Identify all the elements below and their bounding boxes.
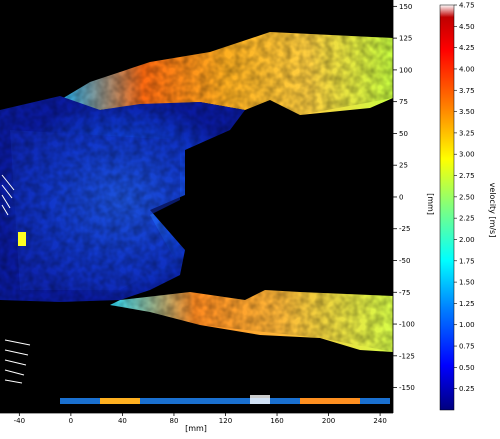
colorbar-tick-label: 1.25	[459, 300, 475, 308]
y-axis: 150 125 100 75 50 25 0 -25 -50 -75 -100 -125 -150	[393, 0, 415, 413]
colorbar-tick-label: 1.00	[459, 321, 475, 329]
y-tick-label: 25	[399, 162, 408, 170]
colorbar-tick-label: 1.75	[459, 257, 475, 265]
x-tick-label: 160	[270, 417, 283, 425]
x-axis-label: [mm]	[185, 424, 207, 433]
colorbar-tick-label: 0.75	[459, 343, 475, 351]
colorbar-tick-label: 3.50	[459, 108, 475, 116]
colorbar-ticks: 0.25 0.50 0.75 1.00 1.25 1.50 1.75 2.00 2.25 2.50…	[454, 2, 475, 394]
colorbar-tick-label: 0.50	[459, 364, 475, 372]
y-tick-label: 100	[399, 66, 412, 74]
colorbar-gradient	[440, 5, 454, 410]
colorbar-tick-label: 4.50	[459, 23, 475, 31]
colorbar-tick-label: 2.50	[459, 193, 475, 201]
colorbar-tick-label: 0.25	[459, 385, 475, 393]
y-tick-label: -75	[399, 289, 410, 297]
colorbar-label: velocity [m/s]	[488, 183, 497, 238]
colorbar-tick-label: 2.00	[459, 236, 475, 244]
colorbar-tick-label: 3.75	[459, 87, 475, 95]
colorbar-tick-label: 1.50	[459, 279, 475, 287]
y-tick-label: 50	[399, 130, 408, 138]
y-tick-label: 125	[399, 35, 412, 43]
y-tick-label: -25	[399, 225, 410, 233]
colorbar-tick-label: 4.25	[459, 44, 475, 52]
colorbar-tick-label: 4.75	[459, 2, 475, 10]
y-tick-label: -100	[399, 321, 415, 329]
colorbar-tick-label: 3.25	[459, 129, 475, 137]
x-tick-label: 80	[169, 417, 178, 425]
y-axis-label: [mm]	[426, 193, 435, 215]
x-tick-label: 40	[118, 417, 127, 425]
y-tick-label: 0	[399, 193, 403, 201]
x-tick-label: 240	[373, 417, 386, 425]
y-tick-label: -150	[399, 384, 415, 392]
colorbar-tick-label: 2.75	[459, 172, 475, 180]
colorbar-tick-label: 2.25	[459, 215, 475, 223]
colorbar-tick-label: 3.00	[459, 151, 475, 159]
x-tick-label: 200	[322, 417, 335, 425]
y-tick-label: 75	[399, 98, 408, 106]
y-tick-label: -50	[399, 257, 410, 265]
x-tick-label: 120	[219, 417, 232, 425]
colorbar: 0.25 0.50 0.75 1.00 1.25 1.50 1.75 2.00 2.25 2.50…	[440, 2, 497, 411]
x-tick-label: -40	[14, 417, 25, 425]
colorbar-tick-label: 4.00	[459, 65, 475, 73]
x-tick-label: 0	[69, 417, 73, 425]
y-tick-label: 150	[399, 3, 412, 11]
y-tick-label: -125	[399, 352, 415, 360]
